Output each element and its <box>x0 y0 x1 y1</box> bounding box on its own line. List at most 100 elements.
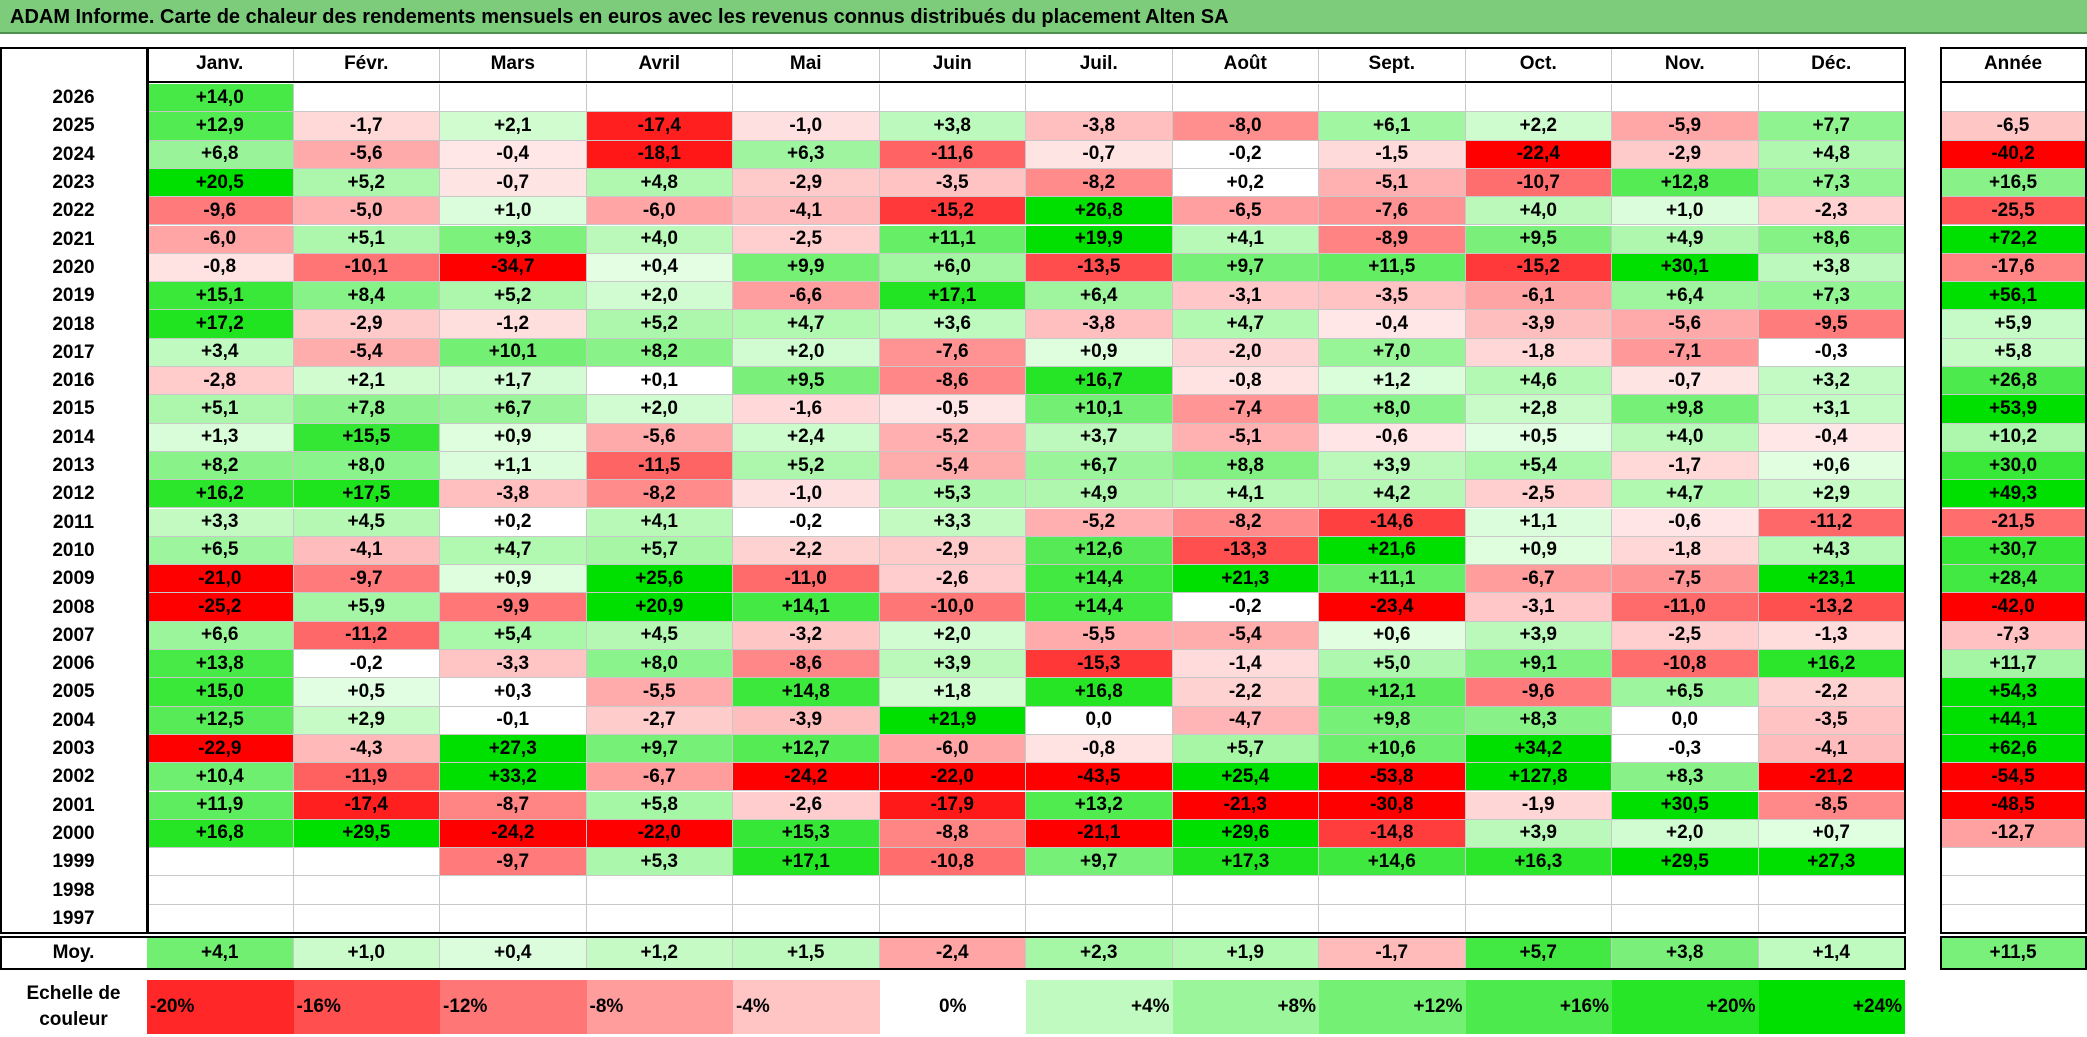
heatmap-cell: +2,4 <box>733 423 880 452</box>
heatmap-cell: -0,6 <box>1319 423 1466 452</box>
heatmap-cell: +8,2 <box>586 338 733 367</box>
heatmap-cell: +9,8 <box>1319 706 1466 735</box>
annual-cell: +62,6 <box>1940 734 2086 764</box>
heatmap-cell: +15,1 <box>147 282 294 311</box>
heatmap-cell: +14,0 <box>147 84 294 113</box>
heatmap-cell: +6,3 <box>733 140 880 169</box>
heatmap-cell: -1,7 <box>1612 451 1759 481</box>
heatmap-cell <box>1172 904 1319 933</box>
year-label: 2003 <box>52 738 95 760</box>
heatmap-cell: +4,8 <box>586 168 733 198</box>
heatmap-cell: +4,1 <box>586 508 733 537</box>
heatmap-cell: +3,8 <box>1758 253 1905 283</box>
heatmap-cell: -11,2 <box>1758 508 1905 537</box>
heatmap-cell: -4,7 <box>1172 706 1319 735</box>
heatmap-cell: +5,3 <box>879 480 1026 509</box>
average-cell: +1,4 <box>1758 938 1905 968</box>
heatmap-cell: +3,2 <box>1758 367 1905 396</box>
heatmap-cell <box>1319 84 1466 113</box>
heatmap-cell: -53,8 <box>1319 763 1466 792</box>
heatmap-cell: -1,6 <box>733 395 880 424</box>
heatmap-cell: +21,9 <box>879 706 1026 735</box>
heatmap-cell: +29,5 <box>1612 848 1759 877</box>
annual-cell: +28,4 <box>1940 565 2086 594</box>
heatmap-cell: -7,4 <box>1172 395 1319 424</box>
heatmap-cell: +4,0 <box>1612 423 1759 452</box>
heatmap-cell: -5,5 <box>1026 621 1173 650</box>
heatmap-cell: +25,6 <box>586 565 733 594</box>
heatmap-cell: +0,2 <box>440 508 587 537</box>
heatmap-cell: -0,3 <box>1612 734 1759 764</box>
average-cell: -2,4 <box>879 938 1026 968</box>
heatmap-cell: -24,2 <box>733 763 880 792</box>
heatmap-cell: +20,5 <box>147 168 294 198</box>
heatmap-cell <box>586 904 733 933</box>
annual-cell: -17,6 <box>1940 253 2086 283</box>
heatmap-cell: +3,9 <box>1465 819 1612 849</box>
heatmap-cell: -11,6 <box>879 140 1026 169</box>
heatmap-cell: +4,6 <box>1465 367 1612 396</box>
heatmap-cell <box>440 904 587 933</box>
heatmap-cell: -8,2 <box>586 480 733 509</box>
heatmap-cell: -3,5 <box>879 168 1026 198</box>
heatmap-cell: +16,8 <box>147 819 294 849</box>
scale-swatch: +8% <box>1172 980 1319 1034</box>
heatmap-cell: +5,2 <box>586 310 733 339</box>
heatmap-cell: -5,2 <box>1026 508 1173 537</box>
year-label: 2023 <box>52 172 95 194</box>
heatmap-cell: -0,7 <box>1612 367 1759 396</box>
month-header: Juin <box>880 47 1026 81</box>
heatmap-cell: -2,5 <box>1612 621 1759 650</box>
heatmap-cell: +30,5 <box>1612 791 1759 820</box>
heatmap-cell: -14,8 <box>1319 819 1466 849</box>
heatmap-cell: +8,8 <box>1172 451 1319 481</box>
heatmap-cell: +4,2 <box>1319 480 1466 509</box>
heatmap-cell: -8,8 <box>879 819 1026 849</box>
scale-swatch: -12% <box>440 980 587 1034</box>
heatmap-cell: +11,9 <box>147 791 294 820</box>
heatmap-cell: +0,5 <box>293 678 440 707</box>
heatmap-cell: +2,9 <box>1758 480 1905 509</box>
heatmap-cell: +9,7 <box>1026 848 1173 877</box>
heatmap-cell: +6,6 <box>147 621 294 650</box>
heatmap-cell: +9,1 <box>1465 650 1612 679</box>
year-label: 2006 <box>52 653 95 675</box>
heatmap-cell: -8,6 <box>879 367 1026 396</box>
heatmap-cell: -1,4 <box>1172 650 1319 679</box>
heatmap-cell <box>1758 84 1905 113</box>
heatmap-cell: +10,6 <box>1319 734 1466 764</box>
year-label: 2019 <box>52 285 95 307</box>
chart-title: ADAM Informe. Carte de chaleur des rende… <box>10 6 1229 28</box>
heatmap-cell: -43,5 <box>1026 763 1173 792</box>
heatmap-cell: -22,0 <box>879 763 1026 792</box>
heatmap-cell: -2,6 <box>879 565 1026 594</box>
heatmap-cell: +17,2 <box>147 310 294 339</box>
heatmap-cell: +1,3 <box>147 423 294 452</box>
heatmap-cell: +9,8 <box>1612 395 1759 424</box>
heatmap-cell <box>879 84 1026 113</box>
heatmap-cell: +0,9 <box>440 423 587 452</box>
annual-cell: +30,7 <box>1940 536 2086 566</box>
year-label: 2009 <box>52 568 95 590</box>
heatmap-cell: -3,9 <box>1465 310 1612 339</box>
heatmap-cell: +3,9 <box>1319 451 1466 481</box>
heatmap-cell: -2,2 <box>1172 678 1319 707</box>
annual-cell: +49,3 <box>1940 480 2086 509</box>
year-label: 2015 <box>52 398 95 420</box>
heatmap-cell: -5,6 <box>1612 310 1759 339</box>
heatmap-cell: -13,3 <box>1172 536 1319 566</box>
heatmap-cell: +29,6 <box>1172 819 1319 849</box>
heatmap-cell: +5,2 <box>293 168 440 198</box>
heatmap-cell: +9,7 <box>586 734 733 764</box>
heatmap-cell: -2,6 <box>733 791 880 820</box>
heatmap-cell: -24,2 <box>440 819 587 849</box>
heatmap-cell: +8,6 <box>1758 225 1905 254</box>
heatmap-cell: -0,2 <box>1172 593 1319 622</box>
heatmap-cell: -11,9 <box>293 763 440 792</box>
annual-cell: +44,1 <box>1940 706 2086 735</box>
heatmap-cell: -1,9 <box>1465 791 1612 820</box>
heatmap-cell: -9,7 <box>293 565 440 594</box>
heatmap-cell: +2,0 <box>733 338 880 367</box>
heatmap-cell: +12,7 <box>733 734 880 764</box>
annual-cell: -21,5 <box>1940 508 2086 537</box>
